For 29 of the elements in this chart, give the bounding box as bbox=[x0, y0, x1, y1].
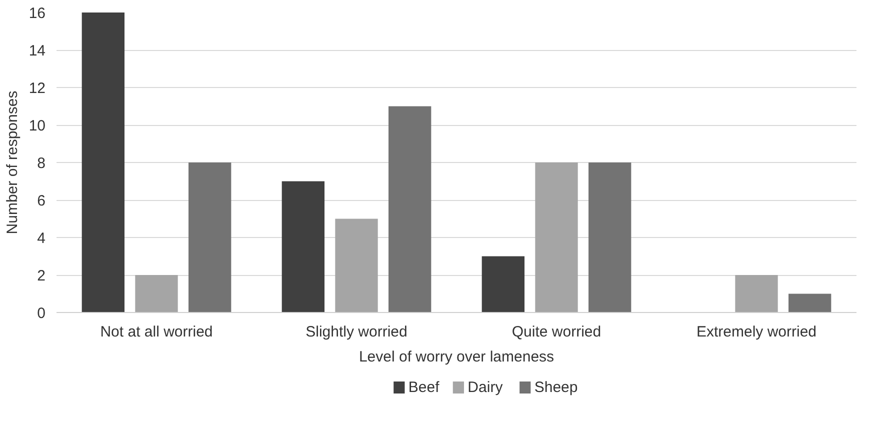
y-tick-label: 2 bbox=[37, 268, 46, 284]
x-tick-label: Slightly worried bbox=[306, 324, 408, 340]
x-tick-label: Not at all worried bbox=[100, 324, 213, 340]
bar bbox=[282, 181, 324, 312]
legend-label: Beef bbox=[408, 379, 440, 396]
bar bbox=[188, 162, 232, 312]
y-tick-label: 0 bbox=[37, 305, 46, 322]
bar bbox=[388, 106, 432, 312]
legend-label: Sheep bbox=[534, 379, 578, 396]
y-tick-label: 14 bbox=[28, 42, 46, 60]
bar bbox=[482, 256, 524, 312]
x-tick-label: Extremely worried bbox=[696, 324, 817, 340]
y-tick-label: 6 bbox=[37, 192, 46, 210]
y-axis-title: Number of responses bbox=[4, 90, 21, 234]
y-tick-label: 4 bbox=[37, 230, 46, 247]
x-axis-title: Level of worry over lameness bbox=[358, 348, 554, 366]
bar bbox=[335, 218, 378, 312]
bar bbox=[82, 12, 124, 312]
bar bbox=[535, 162, 578, 312]
y-tick-label: 10 bbox=[28, 118, 46, 134]
bar bbox=[135, 275, 178, 312]
bar bbox=[788, 294, 832, 312]
y-tick-label: 16 bbox=[28, 5, 46, 22]
y-tick-label: 12 bbox=[28, 80, 46, 97]
x-tick-label: Quite worried bbox=[512, 324, 602, 340]
bar bbox=[735, 275, 778, 312]
legend-label: Dairy bbox=[468, 379, 504, 396]
bar bbox=[588, 162, 632, 312]
y-tick-label: 8 bbox=[37, 155, 46, 172]
